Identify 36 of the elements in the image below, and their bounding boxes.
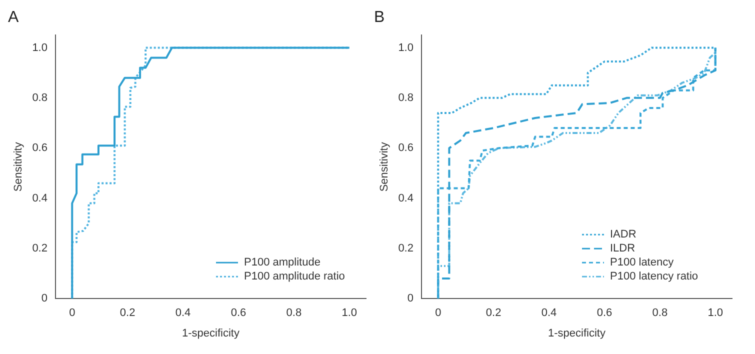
legend-label: P100 latency <box>610 256 674 269</box>
y-tick-label: 0.2 <box>398 242 414 254</box>
x-tick-label: 0 <box>435 307 442 320</box>
y-tick-label: 0.8 <box>398 92 414 104</box>
x-tick-label: 0.2 <box>486 307 502 320</box>
legend-label: P100 latency ratio <box>610 270 698 283</box>
legend-label: P100 amplitude <box>244 256 320 269</box>
y-tick-label: 0.2 <box>32 242 48 254</box>
x-tick-label: 0.4 <box>541 307 557 320</box>
x-tick-label: 1.0 <box>708 307 724 320</box>
legend-label: IADR <box>610 228 636 241</box>
legend-label: ILDR <box>610 242 636 255</box>
x-tick-label: 0.6 <box>230 307 246 320</box>
chart-title: B <box>374 9 385 26</box>
y-tick-label: 0 <box>41 292 48 305</box>
x-axis-title: 1-specificity <box>548 327 606 340</box>
y-tick-label: 0.6 <box>32 142 48 154</box>
x-tick-label: 1.0 <box>342 307 358 320</box>
y-tick-label: 0 <box>407 292 414 305</box>
y-tick-label: 0.6 <box>398 142 414 154</box>
y-tick-label: 0.4 <box>398 192 414 204</box>
x-tick-label: 0.2 <box>120 307 136 320</box>
y-tick-label: 1.0 <box>32 42 48 54</box>
x-tick-label: 0.8 <box>652 307 668 320</box>
x-tick-label: 0.4 <box>175 307 191 320</box>
y-tick-label: 0.4 <box>32 192 48 204</box>
legend-label: P100 amplitude ratio <box>244 270 345 283</box>
x-axis-title: 1-specificity <box>182 327 240 340</box>
y-axis-title: Sensitivity <box>378 142 391 192</box>
y-axis-title: Sensitivity <box>12 142 25 192</box>
x-tick-label: 0.6 <box>596 307 612 320</box>
y-tick-label: 1.0 <box>398 42 414 54</box>
y-tick-label: 0.8 <box>32 92 48 104</box>
x-tick-label: 0 <box>69 307 76 320</box>
chart-title: A <box>8 9 19 26</box>
x-tick-label: 0.8 <box>286 307 302 320</box>
